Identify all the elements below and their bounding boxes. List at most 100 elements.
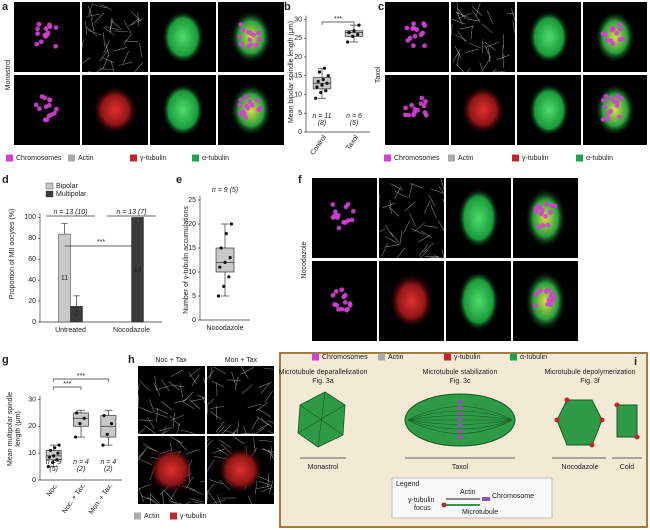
- actin-fiber: [158, 427, 173, 432]
- chromosome: [600, 117, 606, 122]
- chromosome: [35, 31, 41, 37]
- spindle-merge: [594, 83, 636, 137]
- data-point: [55, 458, 59, 462]
- actin-fiber: [396, 247, 406, 259]
- actin-fiber: [378, 228, 386, 233]
- actin-fiber: [419, 250, 429, 259]
- data-point: [319, 91, 323, 95]
- chromosome: [600, 31, 606, 37]
- chromosome: [53, 43, 59, 49]
- chromosome: [538, 211, 544, 217]
- y-tick-label: 0: [32, 319, 36, 326]
- chromosome: [256, 107, 262, 113]
- actin-fiber: [188, 372, 198, 385]
- actin-fiber: [96, 66, 105, 73]
- gamma-tubulin-focus: [599, 417, 605, 423]
- actin-fiber: [170, 369, 184, 377]
- actin-fiber: [215, 420, 225, 433]
- actin-fiber: [189, 488, 203, 495]
- actin-fiber: [123, 20, 132, 34]
- actin-fiber: [149, 399, 155, 413]
- gamma-tubulin-focus: [614, 402, 620, 408]
- actin-fiber: [268, 430, 275, 435]
- chromosome: [246, 43, 252, 49]
- data-point: [56, 451, 60, 455]
- actin-fiber: [384, 224, 394, 237]
- chromosome: [54, 106, 59, 112]
- legend-swatch: [192, 154, 199, 162]
- treatment-label: Nocodazole: [562, 464, 599, 471]
- actin-fiber: [465, 48, 479, 53]
- chromosome: [330, 292, 336, 298]
- actin-fiber: [85, 21, 88, 36]
- data-point: [82, 416, 86, 420]
- actin-fiber: [191, 373, 200, 386]
- chromosome: [410, 26, 415, 31]
- actin-fiber: [253, 437, 256, 452]
- spindle-lines: [297, 391, 346, 448]
- actin-fiber: [476, 2, 481, 16]
- chromosome: [247, 37, 253, 43]
- actin-fiber: [456, 11, 470, 19]
- chromosome: [457, 436, 463, 439]
- y-tick-label: 10: [188, 269, 196, 276]
- spindle-merge: [524, 270, 567, 332]
- actin-fiber: [142, 443, 156, 452]
- legend-label: α-tubulin: [202, 155, 229, 162]
- legend-title: Legend: [396, 481, 419, 488]
- chromosome: [342, 300, 348, 305]
- actin-fiber: [454, 34, 467, 41]
- actin-fiber: [87, 29, 102, 36]
- chromosome: [239, 42, 245, 47]
- spindle-merge: [229, 83, 273, 137]
- actin-fiber: [103, 26, 115, 36]
- chromosome: [423, 99, 428, 104]
- panel-label: i: [634, 356, 637, 368]
- y-tick-label: 15: [188, 245, 196, 252]
- actin-fiber: [209, 479, 223, 485]
- actin-fiber: [457, 30, 467, 43]
- y-tick-label: 10: [28, 450, 36, 457]
- y-axis-label: length (μm): [15, 411, 22, 447]
- chromosome: [411, 21, 416, 27]
- gamma-tubulin-signal: [460, 85, 506, 135]
- actin-fiber: [458, 12, 472, 19]
- actin-fiber: [430, 205, 437, 219]
- chromosome: [610, 41, 616, 47]
- panel-label: h: [128, 354, 135, 366]
- actin-fiber: [88, 1, 94, 16]
- legend-label: Multipolar: [56, 191, 87, 198]
- actin-fiber: [272, 397, 275, 399]
- chromosome: [342, 220, 348, 225]
- legend-swatch: [312, 353, 319, 361]
- actin-fiber: [256, 402, 269, 411]
- actin-fiber: [487, 10, 494, 24]
- data-point: [101, 443, 105, 447]
- chromosome: [420, 30, 426, 36]
- actin-fiber: [212, 499, 226, 504]
- actin-fiber: [423, 225, 438, 228]
- legend-label: Bipolar: [56, 183, 78, 190]
- n-label: n = 9: [46, 459, 62, 466]
- actin-fiber: [102, 55, 109, 69]
- actin-fiber: [144, 425, 156, 435]
- legend-swatch: [576, 154, 583, 162]
- actin-fiber: [206, 398, 215, 406]
- legend-label: Actin: [460, 489, 476, 496]
- chromosome: [47, 97, 53, 103]
- legend-swatch: [134, 512, 141, 520]
- chromosome: [332, 209, 338, 215]
- legend-label: Actin: [388, 354, 404, 361]
- chromosome: [457, 424, 463, 427]
- actin-fiber: [471, 5, 483, 16]
- panel-label: a: [2, 1, 9, 13]
- actin-fiber: [247, 403, 262, 408]
- actin-fiber: [403, 220, 410, 234]
- actin-fiber: [183, 391, 194, 403]
- actin-fiber: [139, 407, 153, 414]
- actin-fiber: [189, 498, 204, 503]
- data-point: [317, 70, 322, 74]
- n-label: (5): [49, 466, 58, 473]
- actin-fiber: [155, 412, 169, 419]
- chromosome: [350, 208, 356, 214]
